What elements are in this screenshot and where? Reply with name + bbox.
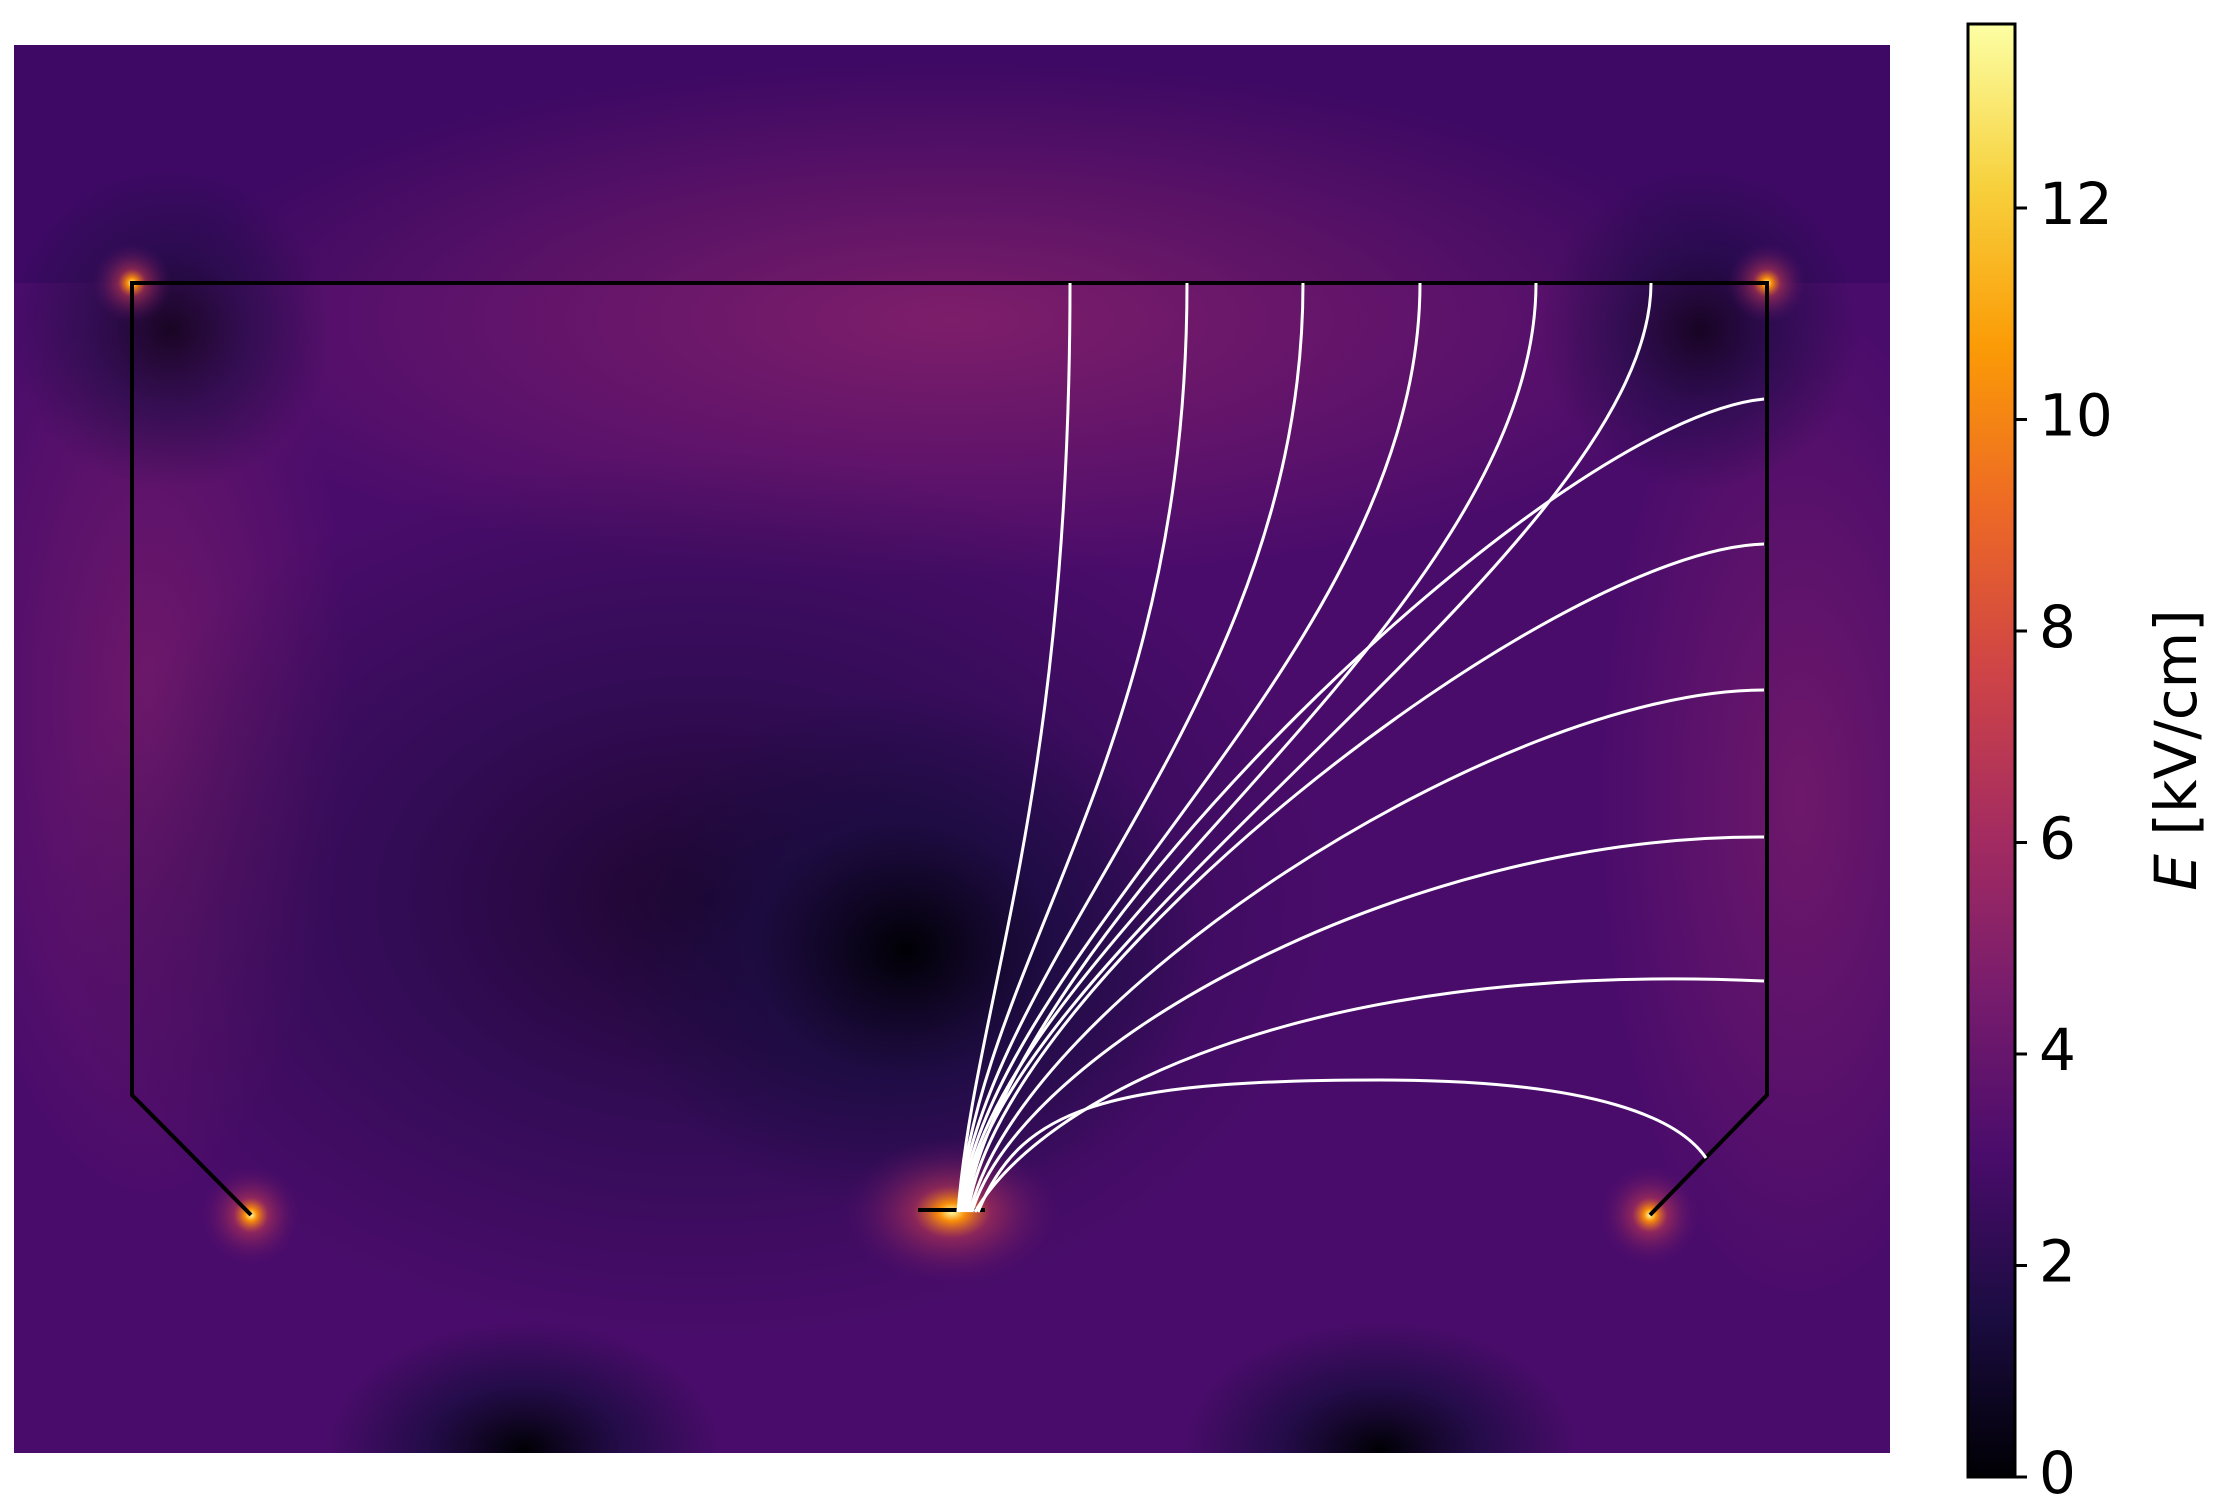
colorbar-tick-label: 12 bbox=[2039, 170, 2113, 238]
colorbar-label: E [kV/cm] bbox=[2142, 609, 2210, 891]
colorbar-tick-label: 10 bbox=[2039, 382, 2113, 450]
colorbar-tick-label: 8 bbox=[2039, 593, 2076, 661]
colorbar-scale bbox=[1966, 22, 2017, 1479]
colorbar-tick-label: 6 bbox=[2039, 805, 2076, 873]
field-lines bbox=[956, 282, 1765, 1213]
colorbar-tick-label: 4 bbox=[2039, 1016, 2076, 1084]
colorbar-symbol: E bbox=[2142, 854, 2210, 891]
colorbar-unit: [kV/cm] bbox=[2142, 609, 2210, 835]
colorbar-tick-label: 0 bbox=[2039, 1439, 2076, 1500]
colorbar: E [kV/cm] 0 2 4 6 8 10 12 bbox=[1966, 22, 2210, 1500]
colorbar-tick-label: 2 bbox=[2039, 1228, 2076, 1296]
field-map bbox=[14, 45, 1890, 1453]
